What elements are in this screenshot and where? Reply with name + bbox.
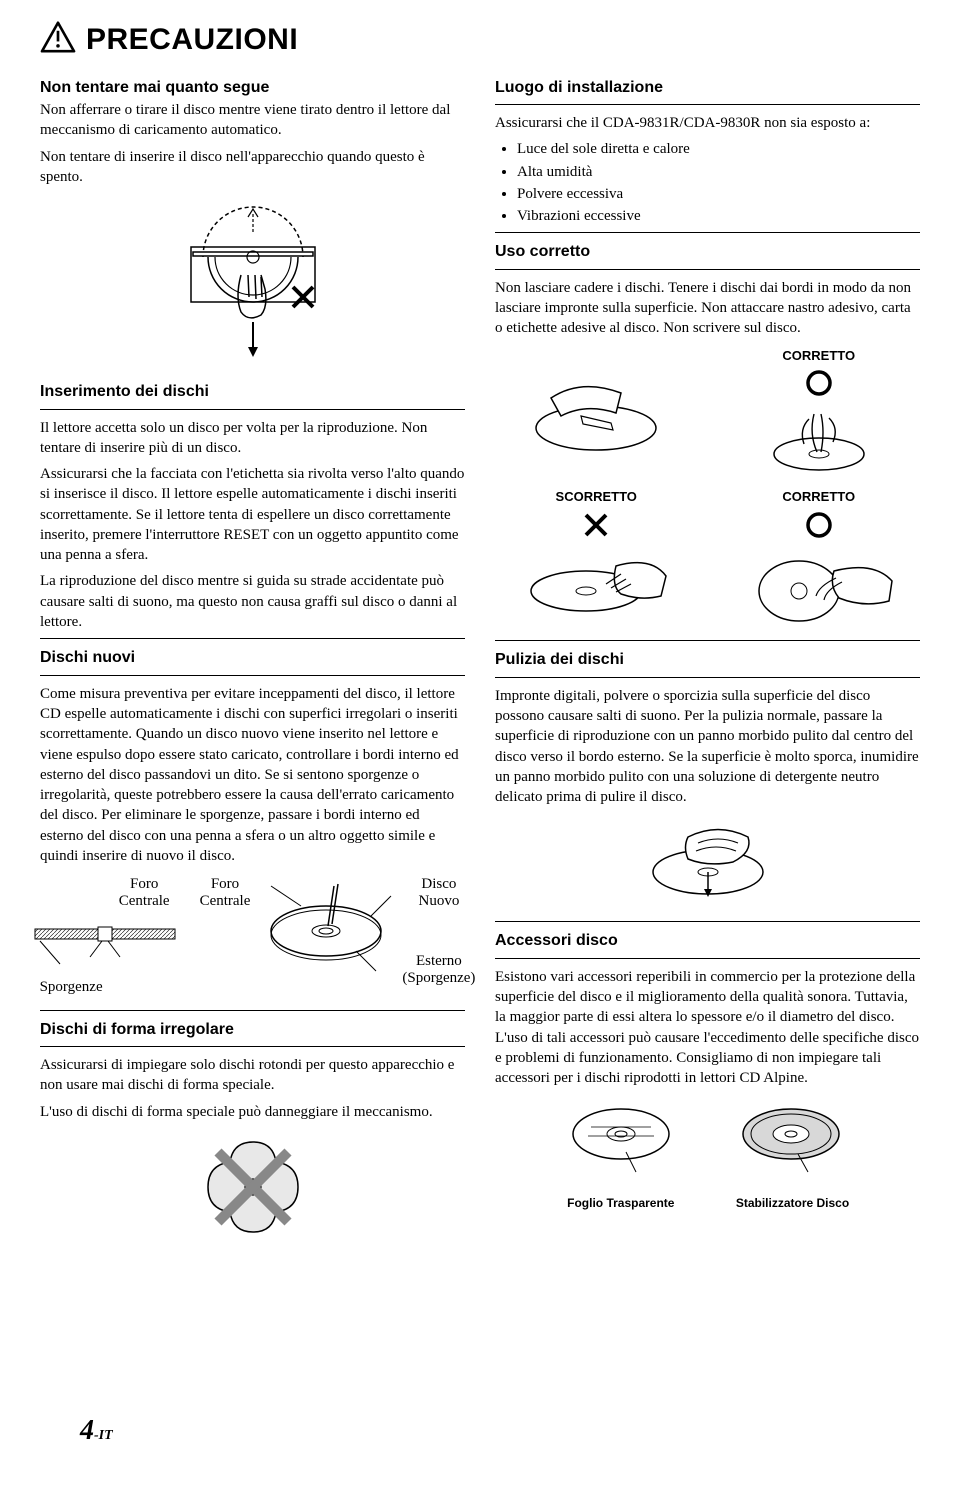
rule xyxy=(495,958,920,959)
bullet-list: Luce del sole diretta e calore Alta umid… xyxy=(495,139,920,226)
page-number-suffix: -IT xyxy=(94,1428,113,1443)
heading-accessori: Accessori disco xyxy=(495,930,920,952)
list-item: Polvere eccessiva xyxy=(517,184,920,204)
label: Disco xyxy=(421,876,456,893)
text: La riproduzione del disco mentre si guid… xyxy=(40,571,465,632)
illustration-handling-row2: SCORRETTO CORRETTO xyxy=(495,488,920,626)
text: Assicurarsi che il CDA-9831R/CDA-9830R n… xyxy=(495,113,920,133)
list-item: Vibrazioni eccessive xyxy=(517,206,920,226)
rule xyxy=(495,232,920,233)
heading-non-tentare: Non tentare mai quanto segue xyxy=(40,77,465,99)
heading-inserimento: Inserimento dei dischi xyxy=(40,381,465,403)
text: L'uso di dischi di forma speciale può da… xyxy=(40,1102,465,1122)
heading-pulizia: Pulizia dei dischi xyxy=(495,649,920,671)
label: Nuovo xyxy=(418,893,459,910)
text: Impronte digitali, polvere o sporcizia s… xyxy=(495,686,920,808)
list-item: Alta umidità xyxy=(517,162,920,182)
text: Non lasciare cadere i dischi. Tenere i d… xyxy=(495,278,920,339)
label: (Sporgenze) xyxy=(402,970,475,987)
rule xyxy=(495,104,920,105)
text: Non afferrare o tirare il disco mentre v… xyxy=(40,100,465,141)
right-column: Luogo di installazione Assicurarsi che i… xyxy=(495,67,920,1256)
warning-icon xyxy=(40,21,76,59)
page-title-row: PRECAUZIONI xyxy=(40,20,920,61)
text: Assicurarsi che la facciata con l'etiche… xyxy=(40,464,465,565)
heading-dischi-nuovi: Dischi nuovi xyxy=(40,647,465,669)
rule xyxy=(495,269,920,270)
caption-foglio: Foglio Trasparente xyxy=(566,1195,676,1211)
heading-irregolare: Dischi di forma irregolare xyxy=(40,1019,465,1041)
rule xyxy=(40,675,465,676)
label: Foro xyxy=(211,876,239,893)
rule xyxy=(40,409,465,410)
rule xyxy=(495,640,920,641)
heading-luogo: Luogo di installazione xyxy=(495,77,920,99)
label: Sporgenze xyxy=(40,979,103,996)
left-column: Non tentare mai quanto segue Non afferra… xyxy=(40,67,465,1256)
list-item: Luce del sole diretta e calore xyxy=(517,139,920,159)
text: Come misura preventiva per evitare incep… xyxy=(40,684,465,866)
page-number: 4-IT xyxy=(80,1412,113,1450)
illustration-disc-grab xyxy=(40,197,465,367)
label: Foro xyxy=(130,876,158,893)
page-title: PRECAUZIONI xyxy=(86,20,298,61)
illustration-cleaning xyxy=(495,817,920,907)
rule xyxy=(40,1010,465,1011)
caption-stabilizzatore: Stabilizzatore Disco xyxy=(736,1195,849,1211)
heading-uso: Uso corretto xyxy=(495,241,920,263)
rule xyxy=(495,677,920,678)
illustration-disc-edges: Foro Centrale Sporgenze xyxy=(40,876,465,996)
rule xyxy=(495,921,920,922)
text: Il lettore accetta solo un disco per vol… xyxy=(40,418,465,459)
rule xyxy=(40,1046,465,1047)
label: Centrale xyxy=(200,893,251,910)
illustration-accessories: Foglio Trasparente Stabilizzatore Disco xyxy=(495,1094,920,1210)
illustration-handling-row1: CORRETTO xyxy=(495,347,920,475)
label-correct: CORRETTO xyxy=(718,488,921,506)
text: Assicurarsi di impiegare solo dischi rot… xyxy=(40,1055,465,1096)
text: Esistono vari accessori reperibili in co… xyxy=(495,967,920,1089)
page-number-big: 4 xyxy=(80,1415,94,1446)
label: Esterno xyxy=(416,953,462,970)
rule xyxy=(40,638,465,639)
label: Centrale xyxy=(119,893,170,910)
label-incorrect: SCORRETTO xyxy=(495,488,698,506)
text: Non tentare di inserire il disco nell'ap… xyxy=(40,147,465,188)
illustration-irregular-disc xyxy=(40,1132,465,1242)
label-correct: CORRETTO xyxy=(718,347,921,365)
